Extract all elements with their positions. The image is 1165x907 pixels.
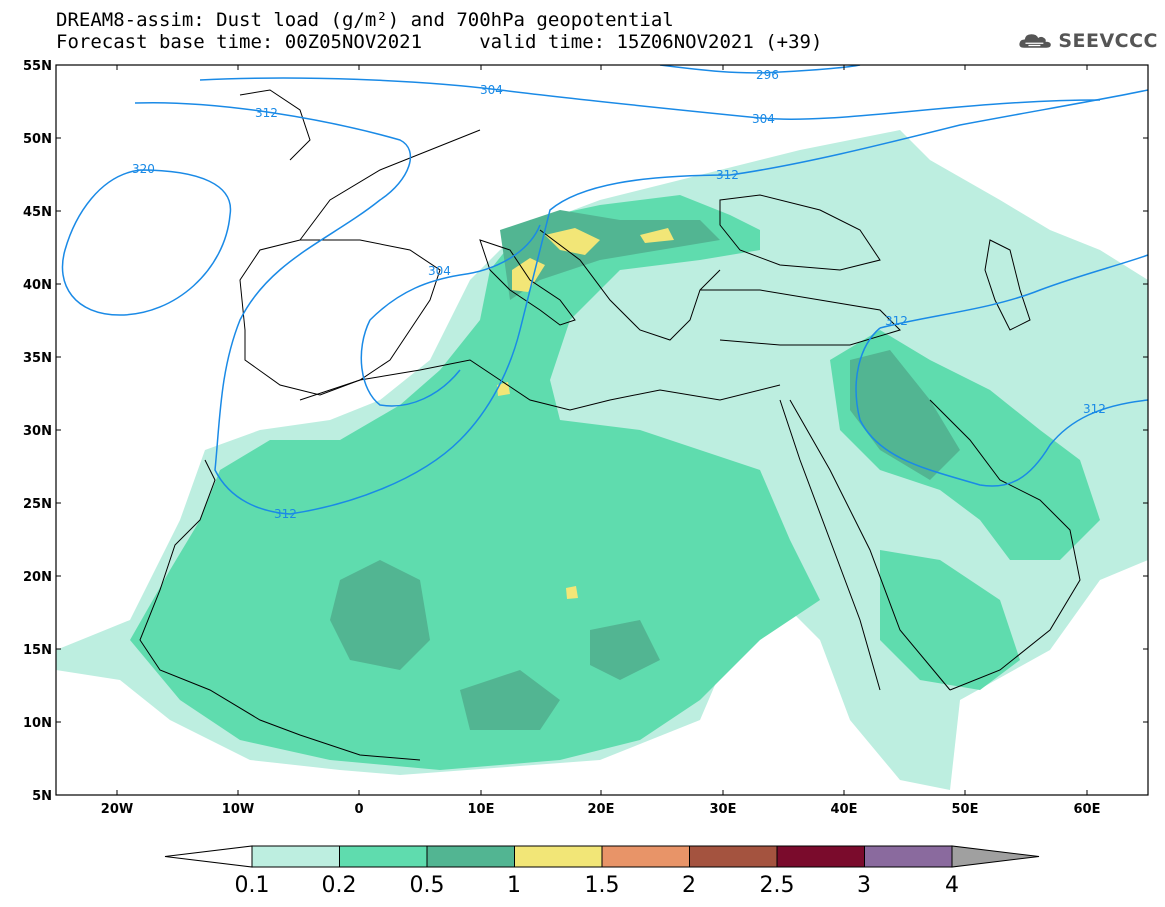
coastline-arabia <box>929 399 1081 691</box>
colorbar-label: 0.1 <box>235 873 270 898</box>
lon-label: 60E <box>1074 802 1101 817</box>
lat-label: 25N <box>23 497 52 512</box>
dust-level-1 <box>640 228 674 243</box>
contour-label: 312 <box>255 106 278 120</box>
dust-level-0.5 <box>590 620 660 680</box>
longitude-axis: 20W 10W 0 10E 20E 30E 40E 50E 60E <box>101 802 1101 817</box>
dust-level-0.5 <box>850 350 960 480</box>
lon-label: 20E <box>588 802 615 817</box>
colorbar-swatch <box>426 845 515 868</box>
contour-label: 296 <box>756 68 779 82</box>
colorbar-swatch <box>514 845 603 868</box>
colorbar-label: 1.5 <box>585 873 620 898</box>
coastline-balkans <box>539 229 721 341</box>
contour-label: 312 <box>716 168 739 182</box>
coastline-africa-west <box>139 459 421 761</box>
contour-label: 312 <box>274 507 297 521</box>
lat-label: 5N <box>32 789 52 804</box>
contour-label: 304 <box>480 83 503 97</box>
colorbar-swatch <box>689 845 778 868</box>
contour-labels: 296 304 304 312 312 320 304 312 312 312 <box>132 68 1106 521</box>
dust-level-0.2 <box>880 550 1020 690</box>
lat-label: 20N <box>23 570 52 585</box>
colorbar-label: 3 <box>857 873 871 898</box>
lat-label: 55N <box>23 59 52 74</box>
colorbar-swatch <box>601 845 690 868</box>
cloud-icon <box>1019 34 1051 48</box>
colorbar-swatch <box>251 845 340 868</box>
contour-312 <box>879 254 1148 329</box>
dust-level-1 <box>512 258 545 292</box>
colorbar-under-arrow <box>164 845 253 868</box>
lat-label: 30N <box>23 424 52 439</box>
colorbar-label: 2.5 <box>760 873 795 898</box>
colorbar-swatch <box>339 845 428 868</box>
colorbar-label: 0.2 <box>322 873 357 898</box>
lat-label: 15N <box>23 643 52 658</box>
contour-312 <box>855 327 1148 487</box>
contour-320 <box>61 169 232 316</box>
colorbar-label: 4 <box>945 873 959 898</box>
lon-label: 30E <box>710 802 737 817</box>
contour-312 <box>289 89 1148 515</box>
geopotential-contours <box>61 65 1148 515</box>
contour-312 <box>134 101 411 515</box>
forecast-time-subtitle: Forecast base time: 00Z05NOV2021 valid t… <box>56 31 823 53</box>
lon-label: 0 <box>354 802 363 817</box>
dust-level-0.5 <box>330 560 430 670</box>
coastline-iberia <box>239 239 441 396</box>
lon-label: 10E <box>468 802 495 817</box>
colorbar-swatch <box>776 845 865 868</box>
lon-label: 20W <box>101 802 133 817</box>
colorbar-label: 1 <box>507 873 521 898</box>
colorbar-label: 0.5 <box>410 873 445 898</box>
map-title: DREAM8-assim: Dust load (g/m²) and 700hP… <box>56 9 674 31</box>
coastline-france-uk <box>239 89 481 241</box>
dust-level-0.2 <box>130 195 820 770</box>
coastline-mediterranean-south <box>299 359 781 411</box>
lat-label: 50N <box>23 132 52 147</box>
contour-304 <box>360 224 541 407</box>
contour-label: 312 <box>885 314 908 328</box>
contour-label: 320 <box>132 162 155 176</box>
colorbar-label: 2 <box>682 873 696 898</box>
logo-text: SEEVCCC <box>1058 30 1158 52</box>
coastline-black-sea <box>719 194 881 271</box>
contour-label: 304 <box>752 112 775 126</box>
dust-level-1 <box>497 382 510 396</box>
lon-label: 40E <box>831 802 858 817</box>
coastline-red-sea <box>779 399 951 691</box>
dust-level-1 <box>545 228 600 255</box>
coastline-turkey <box>700 289 901 346</box>
colorbar-over-arrow <box>951 845 1040 868</box>
dust-level-1 <box>566 586 578 599</box>
coastline-caspian <box>984 239 1031 331</box>
colorbar: 0.1 0.2 0.5 1 1.5 2 2.5 3 4 <box>164 845 1040 898</box>
lat-label: 10N <box>23 716 52 731</box>
lon-label: 50E <box>952 802 979 817</box>
axis-ticks <box>56 64 1148 796</box>
lat-label: 40N <box>23 278 52 293</box>
contour-label: 304 <box>428 264 451 278</box>
lat-label: 35N <box>23 351 52 366</box>
lat-label: 45N <box>23 205 52 220</box>
seevccc-logo: SEEVCCC <box>1018 26 1158 56</box>
colorbar-swatch <box>864 845 953 868</box>
latitude-axis: 55N 50N 45N 40N 35N 30N 25N 20N 15N 10N … <box>23 59 52 804</box>
lon-label: 10W <box>222 802 254 817</box>
contour-label: 312 <box>1083 402 1106 416</box>
coastline-italy <box>479 239 576 326</box>
dust-level-0.5 <box>460 670 560 730</box>
contour-304 <box>199 77 1101 120</box>
coastlines <box>139 89 1081 761</box>
dust-shading <box>56 130 1148 790</box>
